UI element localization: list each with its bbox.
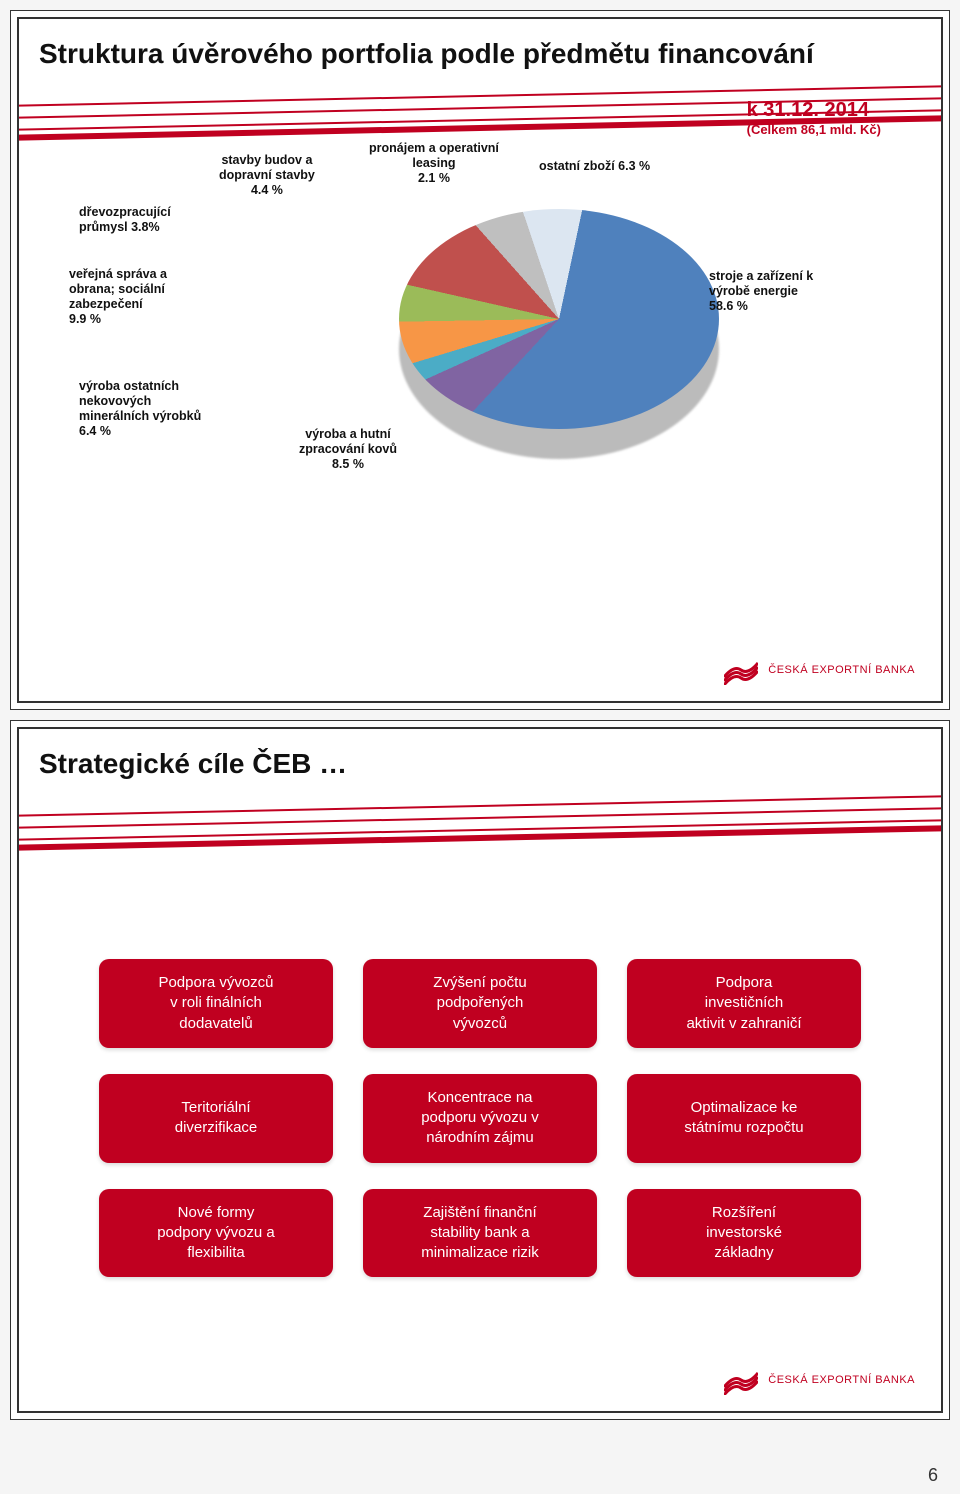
slide-2-inner: Strategické cíle ČEB … Podpora vývozců v… (17, 727, 943, 1413)
date-block: k 31.12. 2014 (Celkem 86,1 mld. Kč) (747, 99, 881, 137)
pie-holder (399, 209, 719, 429)
page-number: 6 (928, 1465, 938, 1486)
strategy-box-2: Zvýšení počtu podpořených vývozců (363, 959, 597, 1048)
pie-label-leasing: pronájem a operativní leasing 2.1 % (369, 141, 499, 186)
date-main: k 31.12. 2014 (747, 99, 881, 122)
slide2-title: Strategické cíle ČEB … (39, 747, 921, 781)
logo-text-2: ČESKÁ EXPORTNÍ BANKA (768, 1375, 915, 1386)
logo-icon (724, 1365, 758, 1395)
logo-icon (724, 655, 758, 685)
strategy-box-3: Podpora investičních aktivit v zahraničí (627, 959, 861, 1048)
pie-label-stavby: stavby budov a dopravní stavby 4.4 % (219, 153, 315, 198)
pie-label-verejna: veřejná správa a obrana; sociální zabezp… (69, 267, 167, 327)
pie-chart: stroje a zařízení k výrobě energie 58.6 … (19, 149, 941, 569)
strategy-box-8: Zajištění finanční stability bank a mini… (363, 1189, 597, 1278)
pie-label-ostatni: ostatní zboží 6.3 % (539, 159, 650, 174)
pie-label-stroje: stroje a zařízení k výrobě energie 58.6 … (709, 269, 813, 314)
strategy-box-7: Nové formy podpory vývozu a flexibilita (99, 1189, 333, 1278)
strategy-box-6: Optimalizace ke státnímu rozpočtu (627, 1074, 861, 1163)
strategy-box-1: Podpora vývozců v roli finálních dodavat… (99, 959, 333, 1048)
slide-1-inner: Struktura úvěrového portfolia podle před… (17, 17, 943, 703)
decor-stripes-2 (17, 805, 943, 845)
brand-logo-2: ČESKÁ EXPORTNÍ BANKA (724, 1365, 915, 1395)
pie-label-nekov: výroba ostatních nekovových minerálních … (79, 379, 201, 439)
pie-label-drevo: dřevozpracující průmysl 3.8% (79, 205, 171, 235)
strategy-box-5: Koncentrace na podporu vývozu v národním… (363, 1074, 597, 1163)
slide-2: Strategické cíle ČEB … Podpora vývozců v… (10, 720, 950, 1420)
logo-text: ČESKÁ EXPORTNÍ BANKA (768, 665, 915, 676)
strategy-boxes-grid: Podpora vývozců v roli finálních dodavat… (99, 959, 861, 1277)
pie-label-hutni: výroba a hutní zpracování kovů 8.5 % (299, 427, 397, 472)
pie-disc (399, 209, 719, 429)
slide-1: Struktura úvěrového portfolia podle před… (10, 10, 950, 710)
date-sub: (Celkem 86,1 mld. Kč) (747, 122, 881, 137)
strategy-box-9: Rozšíření investorské základny (627, 1189, 861, 1278)
brand-logo: ČESKÁ EXPORTNÍ BANKA (724, 655, 915, 685)
strategy-box-4: Teritoriální diverzifikace (99, 1074, 333, 1163)
slide1-title: Struktura úvěrového portfolia podle před… (39, 37, 921, 71)
